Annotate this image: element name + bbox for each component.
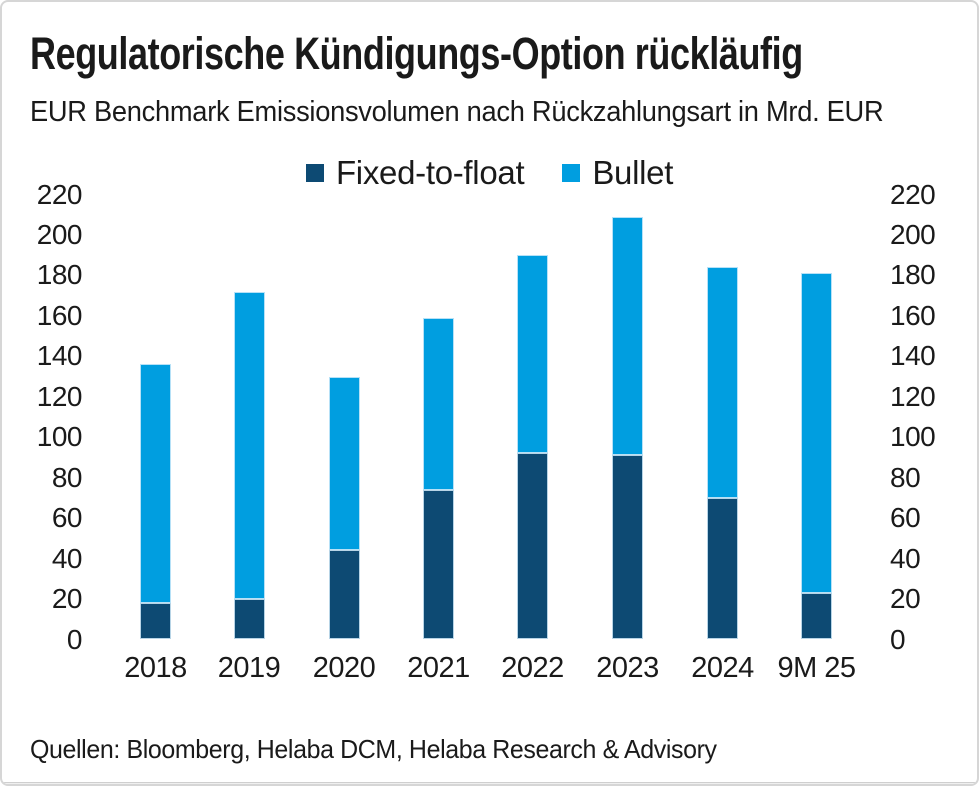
legend-label: Bullet: [592, 154, 674, 191]
y-axis-tick-left-40: 40: [51, 542, 83, 574]
legend-swatch-bullet: [562, 164, 581, 182]
chart-subtitle: EUR Benchmark Emissionsvolumen nach Rück…: [30, 96, 884, 128]
bar-2022-fixed-to-float-segment: [517, 453, 548, 640]
x-axis-label-2022: 2022: [501, 652, 564, 684]
bar-2020-bullet-segment: [328, 376, 360, 551]
bar-2018-fixed-to-float-segment: [140, 603, 171, 640]
bar-2023: [612, 216, 643, 640]
bar-9m-25-bullet-segment: [801, 273, 832, 593]
legend-label: Fixed-to-float: [335, 154, 525, 191]
y-axis-tick-right-60: 60: [890, 502, 921, 534]
bar-2018-bullet-segment: [140, 364, 171, 604]
legend-item-fixed-to-float: Fixed-to-float: [305, 154, 525, 192]
bar-2023-fixed-to-float-segment: [612, 455, 643, 640]
bar-2020: [328, 376, 360, 640]
x-axis-label-2021: 2021: [407, 652, 470, 684]
legend-item-bullet: Bullet: [562, 154, 673, 192]
bar-2019-fixed-to-float-segment: [233, 599, 265, 640]
bar-2023-bullet-segment: [612, 216, 643, 456]
bottom-divider: [2, 782, 977, 784]
bar-2024: [707, 267, 738, 640]
chart-title: Regulatorische Kündigungs-Option rückläu…: [30, 28, 803, 79]
y-axis-tick-left-0: 0: [66, 623, 83, 655]
x-axis-label-2020: 2020: [312, 652, 376, 684]
bar-2020-fixed-to-float-segment: [328, 550, 360, 640]
x-axis-label-2019: 2019: [217, 652, 281, 684]
y-axis-tick-left-20: 20: [51, 583, 83, 615]
bar-2024-fixed-to-float-segment: [707, 497, 738, 640]
y-axis-tick-left-120: 120: [36, 380, 83, 412]
y-axis-tick-left-100: 100: [36, 421, 83, 453]
y-axis-tick-right-220: 220: [890, 178, 936, 210]
bar-9m-25-fixed-to-float-segment: [801, 592, 832, 640]
bar-2019: [233, 291, 265, 640]
bar-2024-bullet-segment: [707, 267, 738, 498]
legend-swatch-fixed-to-float: [305, 164, 324, 182]
bar-2021: [423, 317, 454, 640]
y-axis-tick-right-20: 20: [890, 583, 921, 615]
y-axis-tick-right-120: 120: [890, 380, 936, 412]
y-axis-tick-left-60: 60: [51, 502, 83, 534]
bar-2022: [517, 255, 548, 640]
x-axis-label-2023: 2023: [596, 652, 659, 684]
x-axis-label-2018: 2018: [124, 652, 187, 684]
y-axis-tick-right-100: 100: [890, 421, 936, 453]
y-axis-tick-right-0: 0: [890, 623, 906, 655]
bar-2021-fixed-to-float-segment: [423, 489, 454, 640]
y-axis-tick-right-200: 200: [890, 218, 936, 250]
y-axis-tick-right-80: 80: [890, 461, 921, 493]
y-axis-tick-right-140: 140: [890, 340, 936, 372]
y-axis-tick-left-140: 140: [36, 340, 83, 372]
y-axis-tick-right-40: 40: [890, 542, 921, 574]
x-axis-label-2024: 2024: [691, 652, 754, 684]
y-axis-tick-left-160: 160: [36, 299, 83, 331]
bar-2019-bullet-segment: [233, 291, 265, 600]
y-axis-tick-left-220: 220: [36, 178, 83, 210]
bar-9m-25: [801, 273, 832, 640]
y-axis-tick-left-180: 180: [36, 259, 83, 291]
y-axis-tick-right-180: 180: [890, 259, 936, 291]
x-axis-label-9m-25: 9M 25: [777, 652, 856, 684]
chart-legend: Fixed-to-float Bullet: [2, 154, 977, 192]
bar-2021-bullet-segment: [423, 317, 454, 490]
bar-2022-bullet-segment: [517, 255, 548, 454]
y-axis-tick-left-80: 80: [51, 461, 83, 493]
y-axis-tick-left-200: 200: [36, 218, 83, 250]
y-axis-tick-right-160: 160: [890, 299, 936, 331]
source-attribution: Quellen: Bloomberg, Helaba DCM, Helaba R…: [30, 734, 717, 764]
bar-2018: [140, 364, 171, 640]
